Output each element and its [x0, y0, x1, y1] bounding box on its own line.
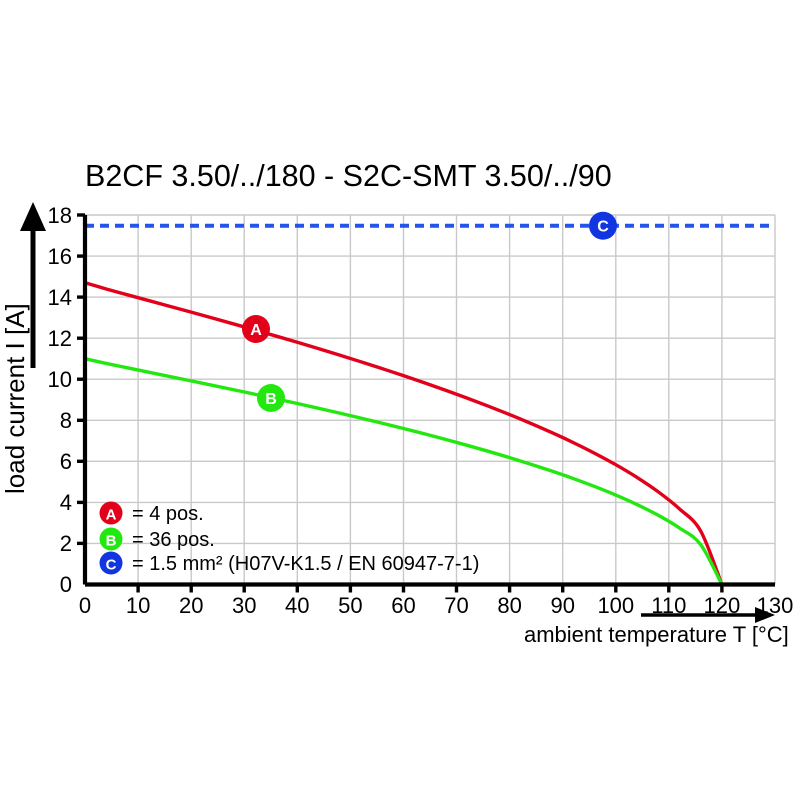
- svg-text:80: 80: [497, 593, 521, 618]
- svg-text:8: 8: [60, 408, 72, 433]
- svg-text:= 36 pos.: = 36 pos.: [132, 529, 215, 551]
- svg-text:100: 100: [597, 593, 634, 618]
- svg-text:10: 10: [48, 367, 72, 392]
- svg-text:A: A: [106, 507, 117, 524]
- svg-text:120: 120: [704, 593, 741, 618]
- svg-text:= 1.5 mm² (H07V-K1.5 / EN 6094: = 1.5 mm² (H07V-K1.5 / EN 60947-7-1): [132, 553, 479, 575]
- svg-text:6: 6: [60, 449, 72, 474]
- svg-text:130: 130: [757, 593, 794, 618]
- svg-text:60: 60: [391, 593, 415, 618]
- svg-text:18: 18: [48, 203, 72, 228]
- svg-text:4: 4: [60, 490, 72, 515]
- svg-text:30: 30: [232, 593, 256, 618]
- svg-text:0: 0: [79, 593, 91, 618]
- svg-text:40: 40: [285, 593, 309, 618]
- svg-text:B: B: [106, 533, 117, 550]
- svg-text:110: 110: [651, 593, 686, 618]
- svg-text:16: 16: [48, 244, 72, 269]
- svg-text:2: 2: [60, 531, 72, 556]
- svg-text:A: A: [250, 322, 262, 339]
- svg-text:14: 14: [48, 285, 72, 310]
- svg-text:= 4 pos.: = 4 pos.: [132, 503, 204, 525]
- svg-text:70: 70: [444, 593, 468, 618]
- svg-text:12: 12: [48, 326, 72, 351]
- svg-text:C: C: [597, 219, 609, 236]
- svg-text:B: B: [265, 391, 277, 408]
- svg-text:C: C: [106, 557, 117, 574]
- svg-text:10: 10: [126, 593, 150, 618]
- svg-text:90: 90: [550, 593, 574, 618]
- svg-text:0: 0: [60, 572, 72, 597]
- svg-text:50: 50: [338, 593, 362, 618]
- svg-text:20: 20: [179, 593, 203, 618]
